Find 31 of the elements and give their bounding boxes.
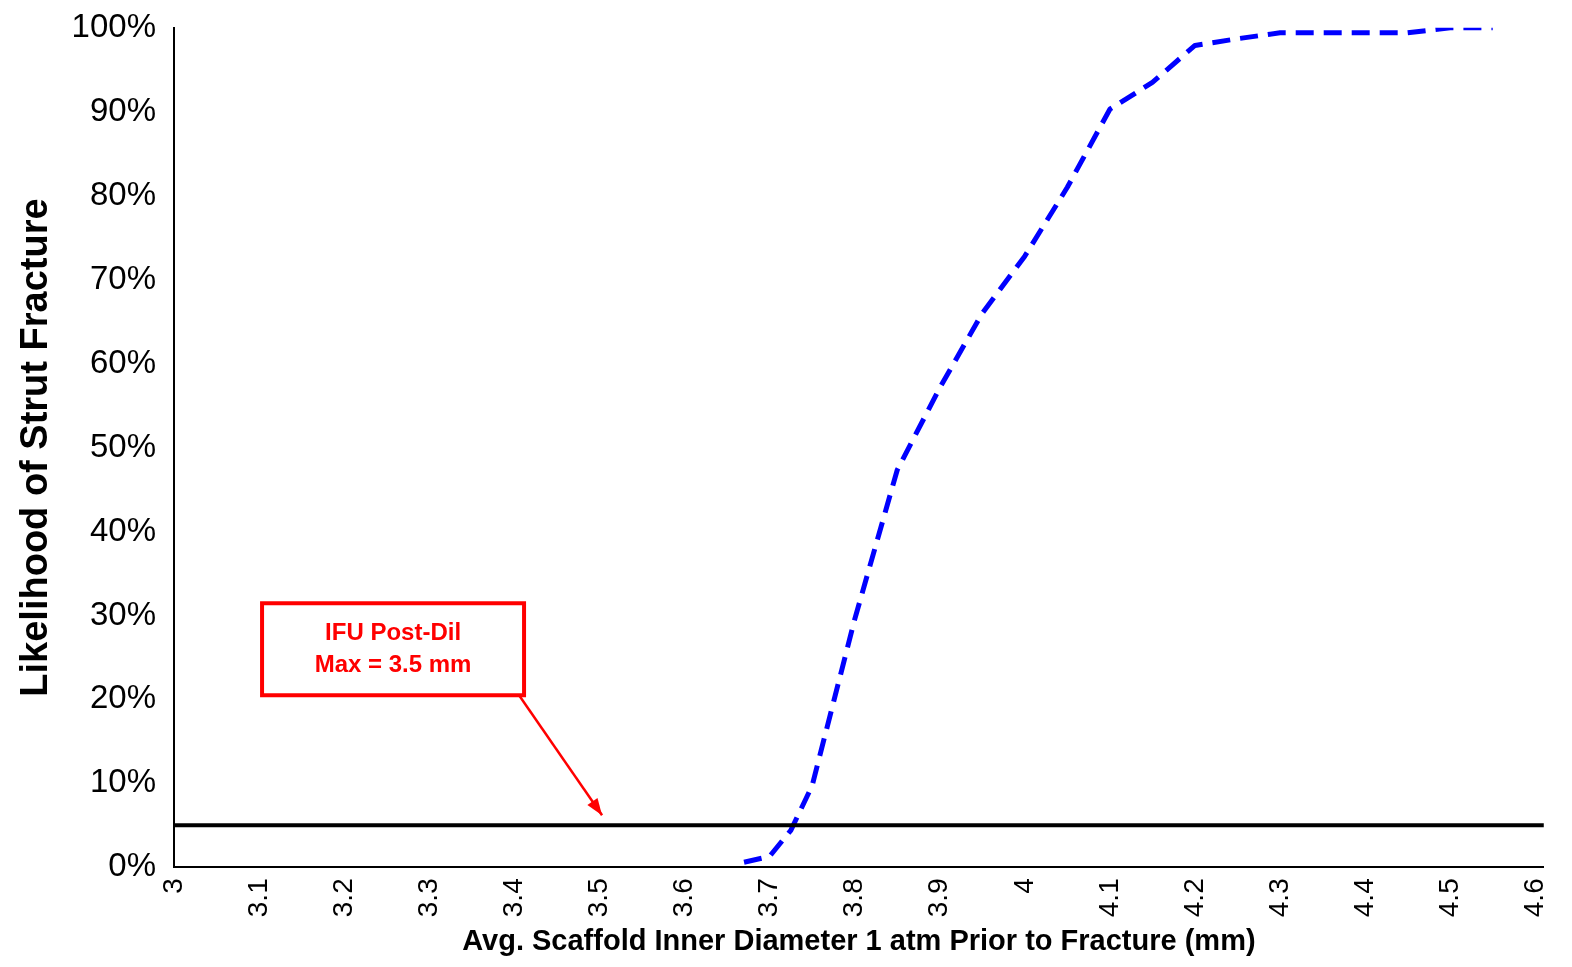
y-tick-label: 100% <box>71 6 156 44</box>
x-tick-label: 3.6 <box>667 878 699 918</box>
x-tick-label: 4.3 <box>1262 878 1294 918</box>
y-tick-label: 50% <box>89 426 156 464</box>
y-tick-label: 60% <box>89 342 156 380</box>
y-tick-label: 40% <box>89 510 156 548</box>
y-tick-label: 30% <box>89 594 156 632</box>
y-tick-label: 90% <box>89 90 156 128</box>
annotation: IFU Post-Dil Max = 3.5 mm <box>314 617 472 677</box>
x-tick-label: 4.5 <box>1432 878 1464 918</box>
x-tick-label: 4.2 <box>1177 878 1209 918</box>
y-tick-label: 10% <box>89 762 156 800</box>
x-tick-label: 3 <box>156 878 188 894</box>
x-tick-label: 4.6 <box>1517 878 1549 918</box>
x-tick-label: 3.3 <box>411 878 443 918</box>
x-tick-label: 3.5 <box>582 878 614 918</box>
x-tick-label: 3.1 <box>241 878 273 918</box>
x-tick-label: 3.2 <box>326 878 358 918</box>
x-tick-label: 4 <box>1007 878 1039 894</box>
x-tick-label: 4.4 <box>1347 878 1379 918</box>
x-tick-label: 4.1 <box>1092 878 1124 918</box>
x-tick-label: 3.9 <box>922 878 954 918</box>
x-tick-label: 3.7 <box>752 878 784 918</box>
y-axis-title: Likelihood of Strut Fracture <box>13 198 56 697</box>
y-tick-label: 20% <box>89 678 156 716</box>
x-axis-title: Avg. Scaffold Inner Diameter 1 atm Prior to Fracture (mm) <box>462 923 1256 956</box>
y-tick-label: 70% <box>89 258 156 296</box>
y-tick-label: 0% <box>108 846 156 884</box>
x-tick-label: 3.8 <box>837 878 869 918</box>
x-tick-label: 3.4 <box>497 878 529 918</box>
y-tick-label: 80% <box>89 174 156 212</box>
